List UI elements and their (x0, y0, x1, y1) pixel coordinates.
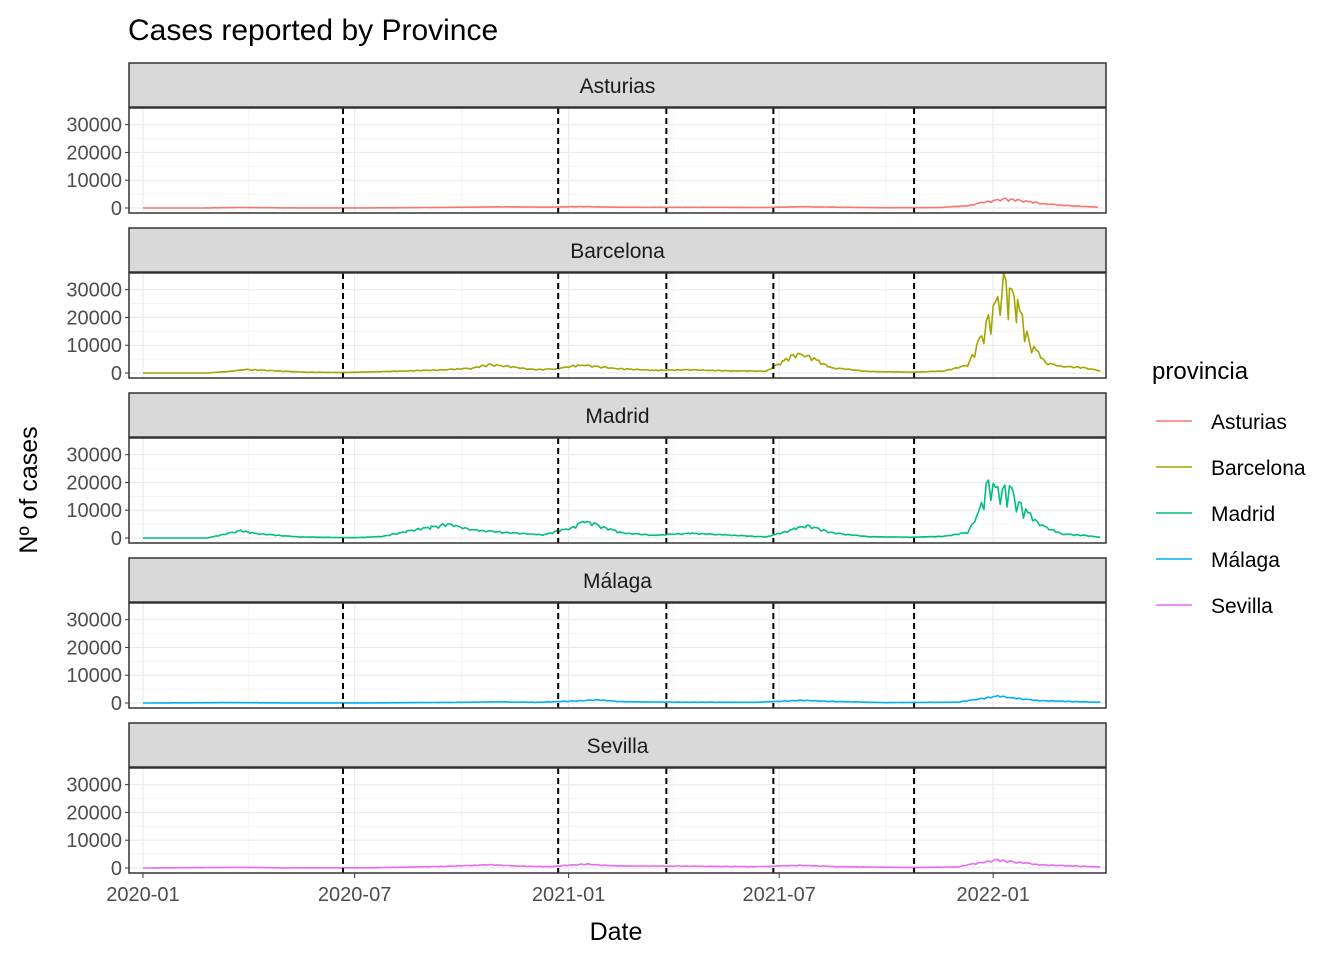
panel-background (129, 273, 1106, 378)
panel-border (128, 107, 1107, 214)
y-tick-label: 10000 (66, 665, 122, 687)
y-tick-label: 30000 (66, 280, 122, 302)
y-tick-label: 10000 (66, 830, 122, 852)
panel-border (128, 437, 1107, 544)
x-axis: 2020-01 2020-07 2021-01 2021-07 2022-01 (106, 873, 1030, 906)
y-tick-label: 10000 (66, 170, 122, 192)
facet-panel: Barcelona 0 10000 20000 30000 (66, 227, 1107, 385)
y-tick-label: 30000 (66, 610, 122, 632)
facet-strip (128, 227, 1107, 273)
facet-panel: Málaga 0 10000 20000 30000 (66, 557, 1107, 715)
facet-strip-label: Asturias (580, 75, 656, 98)
facet-strip-label: Madrid (585, 405, 649, 428)
facet-strip-label: Sevilla (587, 735, 649, 758)
panel-border (128, 272, 1107, 379)
y-tick-label: 30000 (66, 445, 122, 467)
series-line (143, 858, 1101, 869)
y-tick-label: 20000 (66, 802, 122, 824)
facet-strip-label: Barcelona (570, 240, 665, 263)
facet-strip (128, 722, 1107, 768)
legend-label: Barcelona (1211, 457, 1306, 480)
legend-label: Asturias (1211, 411, 1287, 434)
y-tick-label: 20000 (66, 637, 122, 659)
facet-strip (128, 557, 1107, 603)
y-tick-label: 0 (111, 693, 122, 715)
panel-background (129, 603, 1106, 708)
facet-panel: Madrid 0 10000 20000 30000 (66, 392, 1107, 550)
y-tick-label: 30000 (66, 775, 122, 797)
facet-strip (128, 62, 1107, 108)
series-line (143, 694, 1101, 704)
x-tick-label: 2021-01 (532, 884, 605, 906)
facet-strip (128, 392, 1107, 438)
panel-background (129, 108, 1106, 213)
series-line (143, 272, 1101, 374)
x-tick-label: 2020-07 (318, 884, 391, 906)
facet-panels: Asturias 0 10000 20000 30000 Barcelona 0 10000 2… (66, 62, 1107, 880)
facet-panel: Asturias 0 10000 20000 30000 (66, 62, 1107, 220)
y-tick-label: 0 (111, 198, 122, 220)
panel-border (128, 602, 1107, 709)
y-tick-label: 20000 (66, 472, 122, 494)
y-tick-label: 0 (111, 363, 122, 385)
panel-background (129, 768, 1106, 873)
legend-label: Sevilla (1211, 595, 1273, 618)
legend-label: Málaga (1211, 549, 1280, 572)
x-tick-label: 2021-07 (742, 884, 815, 906)
x-tick-label: 2022-01 (956, 884, 1029, 906)
x-axis-label: Date (590, 918, 643, 946)
panel-border (128, 767, 1107, 874)
series-line (143, 197, 1098, 209)
facet-panel: Sevilla 0 10000 20000 30000 (66, 722, 1107, 880)
facet-strip-label: Málaga (583, 570, 652, 593)
legend-title: provincia (1152, 358, 1249, 385)
y-tick-label: 10000 (66, 500, 122, 522)
x-tick-label: 2020-01 (106, 884, 179, 906)
y-tick-label: 0 (111, 858, 122, 880)
y-tick-label: 20000 (66, 307, 122, 329)
series-line (143, 479, 1101, 539)
legend-label: Madrid (1211, 503, 1275, 526)
y-tick-label: 0 (111, 528, 122, 550)
panel-background (129, 438, 1106, 543)
y-axis-label: Nº of cases (15, 426, 43, 553)
y-tick-label: 10000 (66, 335, 122, 357)
y-tick-label: 20000 (66, 142, 122, 164)
chart-title: Cases reported by Province (128, 14, 498, 47)
legend: provincia Asturias Barcelona Madrid Málaga S… (1152, 358, 1306, 618)
y-tick-label: 30000 (66, 115, 122, 137)
